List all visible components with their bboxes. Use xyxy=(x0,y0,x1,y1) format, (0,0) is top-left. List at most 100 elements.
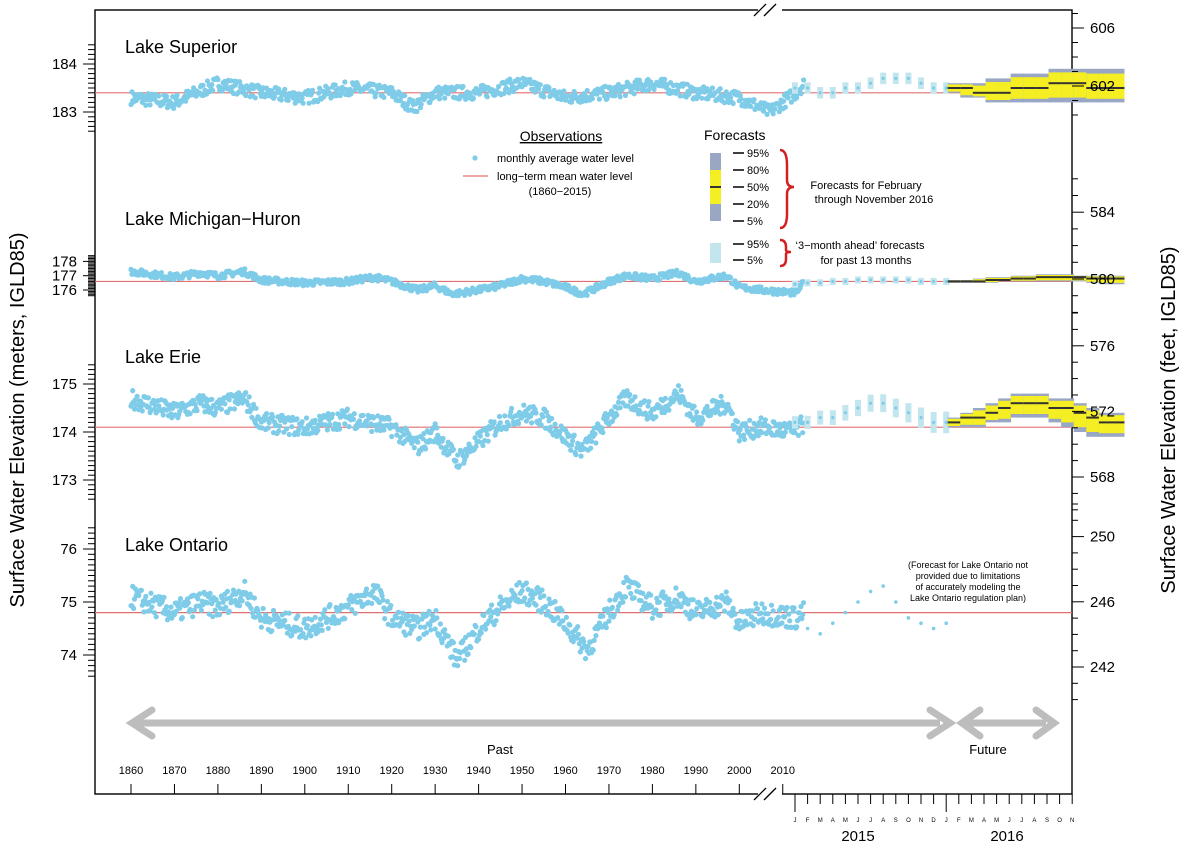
observation-point xyxy=(715,403,722,410)
lake-name: Lake Ontario xyxy=(125,535,228,555)
observation-point xyxy=(666,596,672,602)
observation-point xyxy=(675,383,682,389)
observation-point xyxy=(235,401,241,407)
observation-point xyxy=(584,292,590,298)
observation-point xyxy=(416,635,423,641)
right-tick-label: 250 xyxy=(1090,529,1115,546)
month-label: J xyxy=(945,818,948,824)
observation-point xyxy=(131,605,137,612)
observation-point xyxy=(164,93,170,99)
observation-point xyxy=(423,630,430,636)
observation-point xyxy=(538,422,544,428)
observation-point xyxy=(496,608,502,614)
observation-point xyxy=(445,91,451,97)
observation-point xyxy=(787,618,793,624)
observation-point xyxy=(711,609,717,615)
observation-point xyxy=(394,615,400,621)
observation-point xyxy=(388,602,394,609)
observation-point xyxy=(299,95,305,101)
observation-point xyxy=(541,593,547,599)
observation-point xyxy=(295,431,301,437)
observation-point xyxy=(139,602,145,608)
month-label: N xyxy=(919,818,923,824)
forecast-range-80-20 xyxy=(960,84,974,96)
observation-point xyxy=(393,422,399,428)
observation-point xyxy=(478,630,484,636)
observation-point xyxy=(719,399,725,405)
observation-point xyxy=(694,606,700,612)
axis-break-mark xyxy=(753,787,767,801)
future-arrow-head-left xyxy=(956,706,984,740)
observation-point xyxy=(300,100,306,106)
observation-point xyxy=(138,587,144,593)
observation-point xyxy=(737,618,743,624)
observation-point xyxy=(277,618,283,624)
past-forecast-observation xyxy=(919,416,923,420)
observation-point xyxy=(714,594,720,600)
observation-point xyxy=(191,607,197,613)
observation-point xyxy=(566,283,572,289)
recent-observation-point xyxy=(931,626,936,631)
right-tick-label: 580 xyxy=(1090,271,1115,288)
observation-point xyxy=(485,438,491,444)
forecast-range-80-20 xyxy=(998,400,1012,419)
observation-point xyxy=(717,86,723,92)
left-tick-label: 177 xyxy=(52,268,77,285)
observation-point xyxy=(442,95,448,101)
observation-point xyxy=(762,417,769,423)
observation-point xyxy=(373,90,379,96)
past-forecast-observation xyxy=(932,86,936,90)
observation-point xyxy=(170,94,176,100)
observation-point xyxy=(286,610,292,616)
observation-point xyxy=(389,433,395,440)
observation-point xyxy=(139,408,145,414)
observation-point xyxy=(529,595,536,601)
past-forecast-observation xyxy=(932,420,936,424)
observation-point xyxy=(596,620,603,626)
observation-point xyxy=(195,596,201,602)
x-tick-label: 1880 xyxy=(206,765,230,777)
observation-point xyxy=(529,420,535,426)
observation-point xyxy=(381,94,387,100)
observation-point xyxy=(654,595,660,602)
observation-point xyxy=(677,93,683,99)
observation-point xyxy=(213,596,219,603)
month-label: A xyxy=(982,818,986,824)
observation-point xyxy=(509,405,515,411)
observation-point xyxy=(761,605,768,611)
observation-point xyxy=(635,86,641,92)
observation-point xyxy=(177,596,184,602)
past-forecast-observation xyxy=(919,81,923,85)
observation-point xyxy=(579,441,585,447)
observation-point xyxy=(276,86,282,92)
past-forecast-observation xyxy=(881,278,885,282)
forecast-range-80-20 xyxy=(1048,400,1062,419)
observation-point xyxy=(428,627,434,633)
month-label: O xyxy=(1057,818,1062,824)
observation-point xyxy=(591,289,597,295)
observation-point xyxy=(348,592,354,599)
observation-point xyxy=(653,607,659,613)
observation-point xyxy=(799,616,805,622)
past-forecast-observation xyxy=(856,278,860,282)
past-forecast-observation xyxy=(818,91,822,95)
legend-obs-swatch xyxy=(472,155,478,161)
observation-point xyxy=(130,388,136,394)
observation-point xyxy=(204,600,211,606)
left-tick-label: 176 xyxy=(52,282,77,299)
observation-point xyxy=(567,622,573,628)
observation-point xyxy=(756,419,762,426)
observation-point xyxy=(502,604,508,610)
observation-point xyxy=(569,438,576,444)
month-label: J xyxy=(1020,818,1023,824)
observation-point xyxy=(592,431,598,437)
x-tick-label: 2010 xyxy=(771,765,795,777)
observation-point xyxy=(573,452,579,458)
observation-point xyxy=(473,443,479,449)
observation-point xyxy=(476,636,482,642)
observation-point xyxy=(632,394,638,400)
observation-point xyxy=(582,656,589,662)
observation-point xyxy=(390,88,396,94)
observation-point xyxy=(622,92,629,98)
right-axis-label: Surface Water Elevation (feet, IGLD85) xyxy=(1158,246,1180,593)
